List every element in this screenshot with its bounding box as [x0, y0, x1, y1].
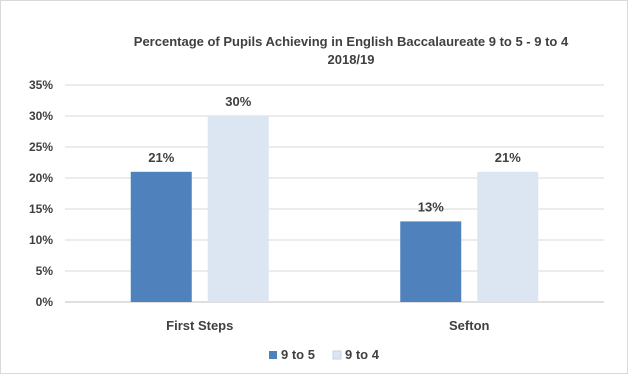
y-tick-label: 5%	[36, 264, 54, 278]
legend-label: 9 to 5	[281, 347, 315, 362]
x-tick-label: First Steps	[166, 318, 233, 333]
data-label: 21%	[495, 150, 521, 165]
y-tick-label: 0%	[36, 295, 54, 309]
legend-swatch	[332, 350, 342, 360]
data-label: 13%	[418, 199, 444, 214]
legend: 9 to 5 9 to 4	[269, 347, 380, 362]
bar-9-to-5-first-steps	[130, 171, 192, 302]
bar-9-to-4-first-steps	[207, 116, 269, 302]
bars	[130, 116, 539, 302]
x-axis-labels: First Steps Sefton	[166, 318, 489, 333]
legend-label: 9 to 4	[345, 347, 380, 362]
data-labels: 21% 30% 13% 21%	[148, 94, 521, 214]
bar-9-to-4-sefton	[477, 171, 539, 302]
x-tick-label: Sefton	[449, 318, 490, 333]
data-label: 21%	[148, 150, 174, 165]
y-tick-label: 25%	[29, 140, 53, 154]
chart-title-line1: Percentage of Pupils Achieving in Englis…	[134, 34, 569, 49]
y-axis-ticks: 0% 5% 10% 15% 20% 25% 30% 35%	[29, 78, 53, 309]
y-tick-label: 20%	[29, 171, 53, 185]
y-tick-label: 10%	[29, 233, 53, 247]
y-tick-label: 30%	[29, 109, 53, 123]
y-tick-label: 35%	[29, 78, 53, 92]
data-label: 30%	[225, 94, 251, 109]
y-tick-label: 15%	[29, 202, 53, 216]
legend-swatch	[269, 351, 277, 359]
chart-title-line2: 2018/19	[328, 52, 375, 67]
bar-9-to-5-sefton	[400, 221, 462, 302]
